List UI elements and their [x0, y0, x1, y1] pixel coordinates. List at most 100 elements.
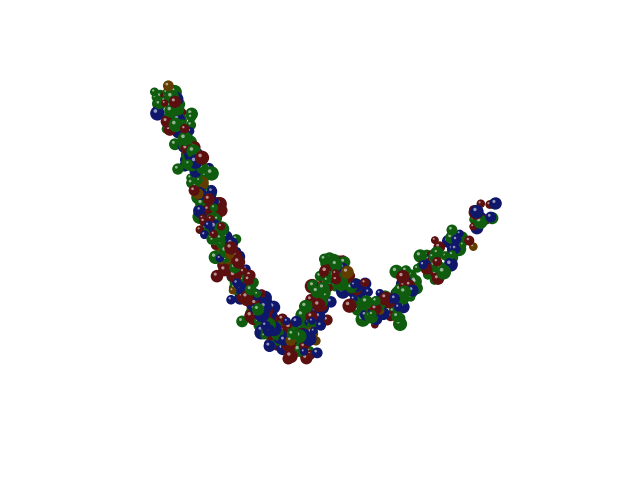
- Circle shape: [280, 345, 286, 352]
- Circle shape: [486, 201, 493, 208]
- Circle shape: [314, 339, 317, 343]
- Circle shape: [172, 121, 175, 124]
- Circle shape: [271, 333, 276, 338]
- Circle shape: [298, 334, 301, 337]
- Circle shape: [291, 331, 300, 340]
- Circle shape: [376, 311, 378, 313]
- Circle shape: [368, 302, 369, 304]
- Circle shape: [186, 155, 189, 157]
- Circle shape: [408, 295, 413, 300]
- Circle shape: [218, 225, 221, 228]
- Circle shape: [350, 301, 356, 306]
- Circle shape: [175, 114, 184, 122]
- Circle shape: [340, 256, 346, 263]
- Circle shape: [169, 138, 181, 150]
- Circle shape: [218, 208, 223, 213]
- Circle shape: [414, 286, 419, 290]
- Circle shape: [207, 166, 212, 171]
- Circle shape: [275, 326, 287, 339]
- Circle shape: [447, 225, 458, 236]
- Circle shape: [180, 143, 186, 148]
- Circle shape: [281, 337, 283, 339]
- Circle shape: [351, 281, 360, 290]
- Circle shape: [173, 124, 176, 127]
- Circle shape: [220, 245, 232, 257]
- Circle shape: [318, 298, 328, 307]
- Circle shape: [344, 289, 346, 291]
- Circle shape: [239, 272, 241, 274]
- Circle shape: [170, 108, 182, 120]
- Circle shape: [234, 237, 239, 241]
- Circle shape: [282, 331, 287, 336]
- Circle shape: [289, 327, 291, 328]
- Circle shape: [214, 214, 218, 217]
- Circle shape: [404, 279, 415, 290]
- Circle shape: [179, 109, 185, 115]
- Circle shape: [178, 123, 181, 127]
- Circle shape: [447, 233, 460, 246]
- Circle shape: [174, 116, 182, 124]
- Circle shape: [275, 335, 282, 342]
- Circle shape: [251, 302, 252, 303]
- Circle shape: [479, 217, 485, 223]
- Circle shape: [401, 282, 407, 288]
- Circle shape: [246, 290, 256, 300]
- Circle shape: [409, 287, 417, 294]
- Circle shape: [248, 312, 255, 319]
- Circle shape: [273, 333, 275, 335]
- Circle shape: [186, 144, 200, 158]
- Circle shape: [402, 290, 406, 294]
- Circle shape: [267, 331, 279, 343]
- Circle shape: [188, 141, 192, 144]
- Circle shape: [210, 217, 214, 221]
- Circle shape: [321, 292, 322, 293]
- Circle shape: [253, 291, 256, 294]
- Circle shape: [391, 309, 395, 312]
- Circle shape: [473, 246, 474, 247]
- Circle shape: [172, 109, 173, 110]
- Circle shape: [307, 348, 313, 354]
- Circle shape: [394, 289, 401, 297]
- Circle shape: [220, 247, 232, 258]
- Circle shape: [180, 121, 185, 126]
- Circle shape: [200, 212, 212, 225]
- Circle shape: [487, 202, 492, 207]
- Circle shape: [236, 269, 243, 276]
- Circle shape: [200, 216, 205, 220]
- Circle shape: [297, 340, 305, 349]
- Circle shape: [348, 289, 356, 297]
- Circle shape: [400, 304, 406, 310]
- Circle shape: [399, 273, 407, 281]
- Circle shape: [455, 248, 456, 249]
- Circle shape: [194, 185, 197, 189]
- Circle shape: [458, 244, 460, 247]
- Circle shape: [213, 272, 221, 280]
- Circle shape: [230, 299, 232, 301]
- Circle shape: [244, 288, 246, 290]
- Circle shape: [436, 252, 438, 253]
- Circle shape: [272, 333, 276, 337]
- Circle shape: [301, 336, 310, 345]
- Circle shape: [472, 218, 476, 221]
- Circle shape: [227, 246, 231, 249]
- Circle shape: [259, 331, 263, 335]
- Circle shape: [243, 289, 248, 295]
- Circle shape: [273, 306, 275, 308]
- Circle shape: [472, 209, 479, 216]
- Circle shape: [227, 246, 228, 248]
- Circle shape: [195, 168, 196, 169]
- Circle shape: [211, 270, 223, 282]
- Circle shape: [186, 154, 188, 156]
- Circle shape: [368, 309, 375, 315]
- Circle shape: [207, 228, 214, 235]
- Circle shape: [295, 331, 297, 333]
- Circle shape: [452, 231, 460, 239]
- Circle shape: [481, 220, 483, 221]
- Circle shape: [292, 328, 296, 332]
- Circle shape: [308, 317, 318, 326]
- Circle shape: [472, 208, 476, 212]
- Circle shape: [436, 261, 438, 263]
- Circle shape: [179, 109, 185, 115]
- Circle shape: [257, 293, 258, 294]
- Circle shape: [292, 344, 300, 351]
